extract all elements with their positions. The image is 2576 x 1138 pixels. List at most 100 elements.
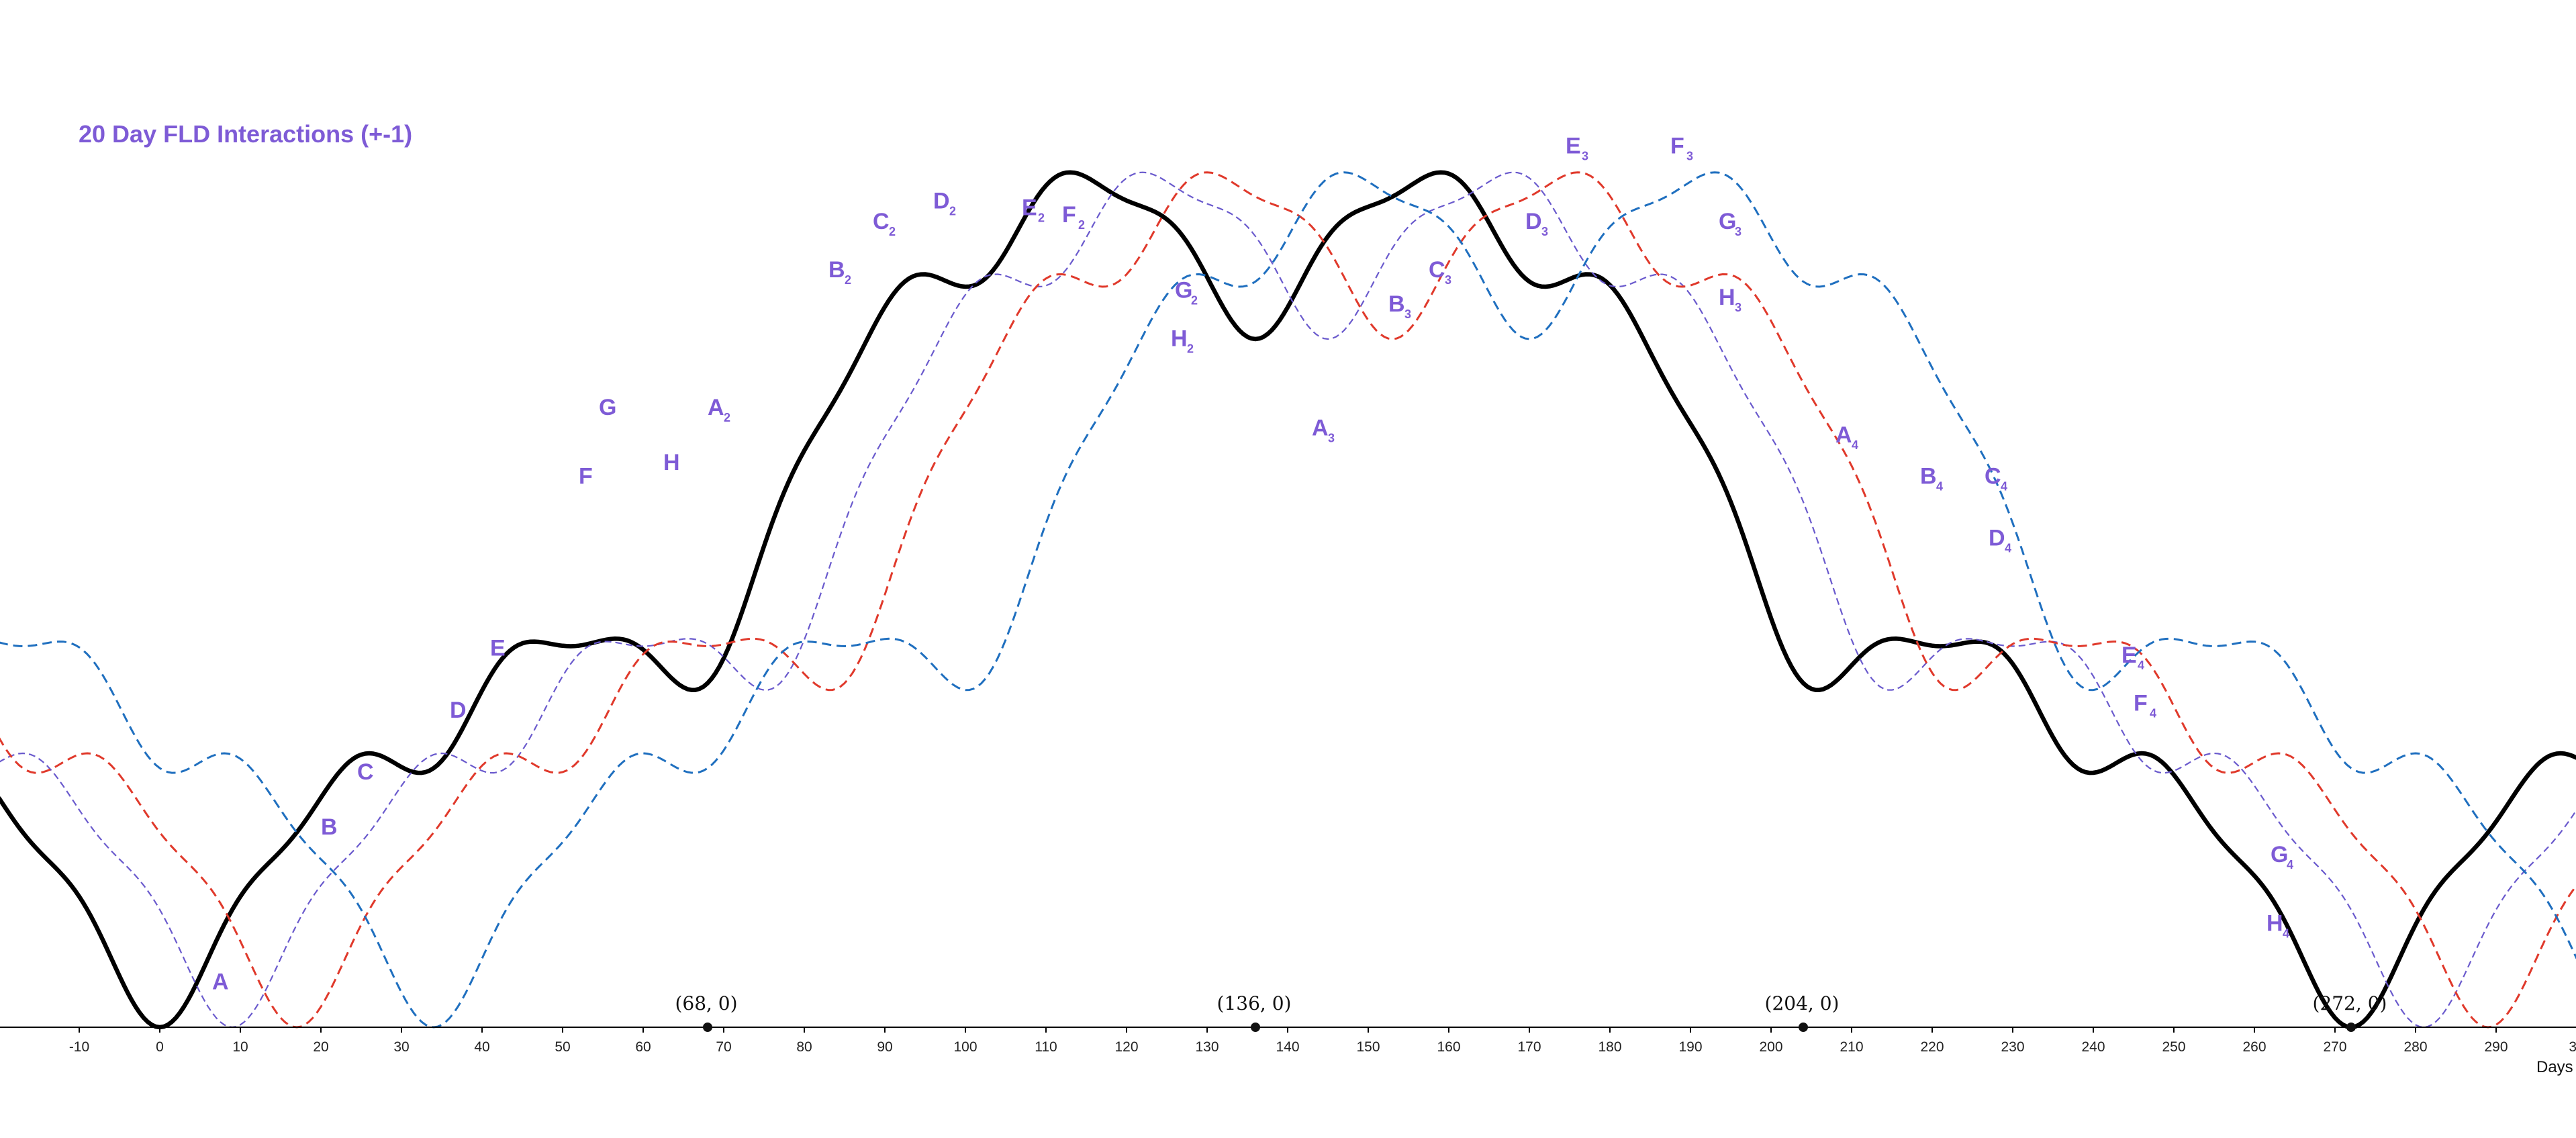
- marked-point: [703, 1023, 712, 1032]
- x-tick-label: 240: [2081, 1039, 2105, 1055]
- annotation-subscript: 2: [1078, 218, 1085, 232]
- annotation-letter: B: [1388, 291, 1405, 317]
- annotation-subscript: 4: [1852, 438, 1858, 452]
- annotation-letter: F: [2134, 691, 2148, 716]
- annotation-letter: D: [1525, 209, 1542, 234]
- x-tick-label: 220: [1920, 1039, 1944, 1055]
- annotation-subscript: 4: [2005, 542, 2011, 555]
- annotation-label: B: [321, 814, 338, 840]
- x-tick-label: 20: [313, 1039, 328, 1055]
- x-axis-label: Days: [2536, 1058, 2573, 1076]
- annotation-letter: A: [708, 395, 724, 420]
- x-tick-label: 60: [635, 1039, 651, 1055]
- annotation-subscript: 2: [1191, 294, 1198, 307]
- x-tick-label: 110: [1035, 1039, 1057, 1055]
- annotation-letter: G: [599, 395, 616, 420]
- annotation-subscript: 3: [1541, 225, 1548, 238]
- marked-point-label: (272, 0): [2313, 992, 2387, 1014]
- annotation-subscript: 3: [1328, 432, 1335, 445]
- annotation-letter: B: [321, 814, 338, 840]
- x-tick-label: 290: [2484, 1039, 2508, 1055]
- annotation-letter: C: [1429, 257, 1445, 283]
- x-tick-label: 200: [1759, 1039, 1782, 1055]
- annotation-label: G: [599, 395, 616, 420]
- annotation-letter: C: [357, 759, 374, 785]
- x-tick-label: 40: [474, 1039, 489, 1055]
- annotation-subscript: 4: [2150, 707, 2156, 720]
- annotation-letter: C: [873, 209, 890, 234]
- x-axis: -10 0 10 20 30 40 50 60 70 80 90 100 110 120 130 140 150…: [0, 1027, 2576, 1076]
- series-layer: [0, 170, 2576, 1030]
- series-line-1: [0, 170, 2576, 1030]
- annotation-letter: H: [2267, 911, 2283, 937]
- x-tick-label: 80: [796, 1039, 812, 1055]
- series-line-2: [0, 171, 2576, 1029]
- x-tick-label: 0: [156, 1039, 164, 1055]
- x-tick-label: 90: [877, 1039, 892, 1055]
- annotation-letter: B: [828, 257, 845, 283]
- annotation-letter: G: [1175, 278, 1192, 303]
- annotation-subscript: 3: [1735, 301, 1742, 314]
- annotation-letter: F: [1670, 133, 1684, 158]
- marked-point: [2346, 1023, 2356, 1032]
- marked-point: [1251, 1023, 1260, 1032]
- annotation-subscript: 4: [1936, 479, 1943, 493]
- x-tick-label: 150: [1356, 1039, 1380, 1055]
- annotation-subscript: 3: [1686, 149, 1693, 162]
- annotation-letter: D: [933, 188, 950, 214]
- annotation-letter: H: [1171, 326, 1188, 351]
- annotation-letter: F: [579, 463, 593, 489]
- annotation-subscript: 2: [889, 225, 896, 238]
- annotation-subscript: 4: [2138, 659, 2144, 672]
- chart-title: 20 Day FLD Interactions (+-1): [79, 120, 412, 148]
- annotation-subscript: 3: [1582, 149, 1588, 162]
- x-tick-label: 170: [1517, 1039, 1541, 1055]
- series-line-3: [0, 171, 2576, 1029]
- annotation-subscript: 4: [2001, 479, 2007, 493]
- annotation-letter: F: [1062, 202, 1076, 228]
- annotation-letter: G: [1719, 209, 1736, 234]
- marked-point-label: (204, 0): [1765, 992, 1840, 1014]
- x-tick-label: 250: [2162, 1039, 2185, 1055]
- x-tick-label: 50: [555, 1039, 570, 1055]
- annotation-subscript: 2: [724, 411, 730, 424]
- annotation-label: E: [490, 636, 506, 661]
- annotation-subscript: 3: [1735, 225, 1742, 238]
- x-tick-label: 140: [1276, 1039, 1299, 1055]
- annotation-letter: E: [1022, 195, 1037, 221]
- series-line-4: [0, 171, 2576, 1029]
- marked-point-label: (68, 0): [675, 992, 737, 1014]
- x-tick-label: 260: [2242, 1039, 2266, 1055]
- x-tick-label: 160: [1437, 1039, 1460, 1055]
- annotation-letter: E: [2121, 643, 2137, 668]
- annotation-label: D: [450, 698, 467, 723]
- x-tick-label: -10: [69, 1039, 89, 1055]
- annotation-label: G4: [2271, 842, 2293, 871]
- annotation-label: H: [663, 450, 680, 475]
- annotation-label: F: [579, 463, 593, 489]
- annotation-label: C: [357, 759, 374, 785]
- annotation-subscript: 2: [845, 273, 851, 287]
- annotation-letter: D: [450, 698, 467, 723]
- annotation-letter: C: [1985, 463, 2001, 489]
- annotation-letter: G: [2271, 842, 2288, 867]
